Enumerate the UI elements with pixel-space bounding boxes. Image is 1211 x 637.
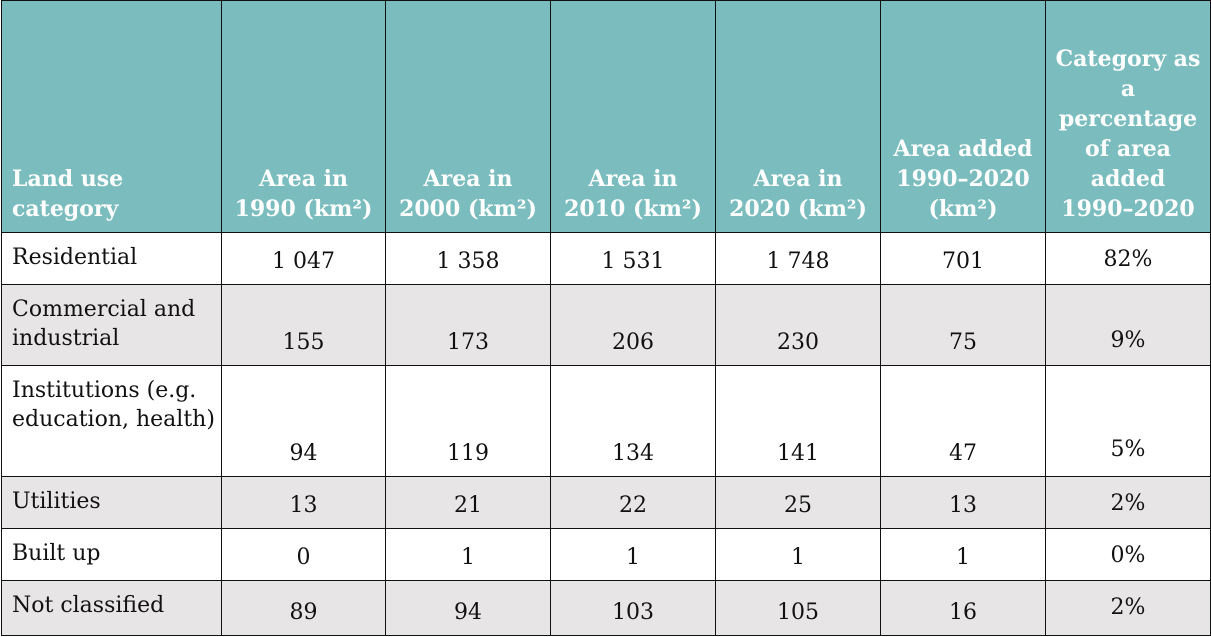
- header-land-use-category: Land use category: [1, 0, 222, 233]
- cell-area-1990: 1 047: [221, 232, 386, 285]
- cell-area-1990: 94: [221, 365, 386, 477]
- cell-area-1990: 155: [221, 284, 386, 366]
- header-area-added: Area added 1990–2020 (km²): [880, 0, 1046, 233]
- cell-category: Residential: [1, 232, 222, 285]
- cell-area-2010: 206: [550, 284, 716, 366]
- table-row: Commercial and industrial 155 173 206 23…: [1, 284, 1211, 366]
- cell-area-2020: 1: [715, 528, 881, 581]
- cell-area-added: 701: [880, 232, 1046, 285]
- header-area-2000: Area in 2000 (km²): [385, 0, 551, 233]
- cell-area-2000: 119: [385, 365, 551, 477]
- cell-percentage: 5%: [1045, 365, 1211, 477]
- cell-area-2020: 141: [715, 365, 881, 477]
- cell-percentage: 82%: [1045, 232, 1211, 285]
- cell-category: Commercial and industrial: [1, 284, 222, 366]
- cell-area-1990: 0: [221, 528, 386, 581]
- cell-area-1990: 13: [221, 476, 386, 529]
- cell-area-2000: 1: [385, 528, 551, 581]
- cell-area-added: 47: [880, 365, 1046, 477]
- header-percentage-added: Category as a percentage of area added 1…: [1045, 0, 1211, 233]
- cell-area-2020: 25: [715, 476, 881, 529]
- table-row: Institutions (e.g. education, health) 94…: [1, 365, 1211, 477]
- cell-category: Utilities: [1, 476, 222, 529]
- cell-category: Institutions (e.g. education, health): [1, 365, 222, 477]
- table-row: Built up 0 1 1 1 1 0%: [1, 528, 1211, 581]
- cell-area-2020: 1 748: [715, 232, 881, 285]
- cell-category: Not classified: [1, 580, 222, 636]
- table-row: Not classified 89 94 103 105 16 2%: [1, 580, 1211, 636]
- cell-area-added: 75: [880, 284, 1046, 366]
- header-area-2010: Area in 2010 (km²): [550, 0, 716, 233]
- cell-area-2000: 1 358: [385, 232, 551, 285]
- cell-area-2020: 230: [715, 284, 881, 366]
- cell-percentage: 2%: [1045, 476, 1211, 529]
- cell-area-2010: 1: [550, 528, 716, 581]
- cell-area-added: 1: [880, 528, 1046, 581]
- cell-area-added: 16: [880, 580, 1046, 636]
- header-area-1990: Area in 1990 (km²): [221, 0, 386, 233]
- cell-percentage: 2%: [1045, 580, 1211, 636]
- cell-area-2010: 1 531: [550, 232, 716, 285]
- cell-area-2010: 103: [550, 580, 716, 636]
- cell-area-2020: 105: [715, 580, 881, 636]
- cell-area-2000: 21: [385, 476, 551, 529]
- table-row: Residential 1 047 1 358 1 531 1 748 701 …: [1, 232, 1211, 285]
- header-area-2020: Area in 2020 (km²): [715, 0, 881, 233]
- cell-area-2010: 134: [550, 365, 716, 477]
- cell-percentage: 9%: [1045, 284, 1211, 366]
- table-header-row: Land use category Area in 1990 (km²) Are…: [1, 0, 1211, 233]
- table-row: Utilities 13 21 22 25 13 2%: [1, 476, 1211, 529]
- cell-area-2010: 22: [550, 476, 716, 529]
- cell-percentage: 0%: [1045, 528, 1211, 581]
- cell-area-2000: 94: [385, 580, 551, 636]
- cell-category: Built up: [1, 528, 222, 581]
- cell-area-1990: 89: [221, 580, 386, 636]
- cell-area-added: 13: [880, 476, 1046, 529]
- cell-area-2000: 173: [385, 284, 551, 366]
